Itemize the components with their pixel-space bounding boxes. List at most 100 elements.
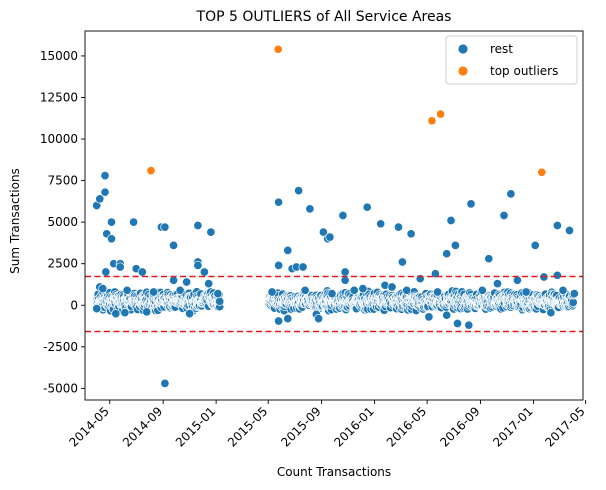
point-rest — [546, 308, 556, 318]
point-rest — [111, 309, 121, 319]
x-axis: 2014-05 2014-09 2015-01 2015-05 2015-09 2016-… — [67, 400, 588, 450]
point-rest — [129, 217, 139, 227]
point-rest — [98, 284, 108, 294]
x-tick-label: 2016-05 — [384, 404, 429, 449]
x-tick-label: 2016-09 — [437, 404, 482, 449]
point-rest — [340, 267, 350, 277]
y-tick-label: 7500 — [47, 174, 78, 188]
point-rest — [564, 225, 575, 236]
point-rest — [466, 199, 476, 209]
point-rest — [338, 210, 348, 221]
point-rest — [499, 210, 509, 221]
point-rest — [294, 186, 304, 196]
x-axis-title: Count Transactions — [277, 465, 391, 479]
point-rest — [115, 262, 125, 272]
point-rest — [100, 171, 110, 181]
point-rest-band — [215, 296, 225, 306]
point-rest — [314, 314, 324, 324]
point-rest — [149, 287, 159, 297]
point-rest — [530, 240, 540, 250]
legend: rest top outliers — [445, 35, 578, 85]
point-rest — [362, 202, 372, 212]
point-top-outlier — [427, 116, 437, 126]
point-rest — [512, 275, 522, 285]
point-rest — [318, 227, 328, 237]
point-rest — [300, 285, 310, 295]
legend-marker-top-outliers — [457, 65, 469, 77]
point-rest — [424, 312, 434, 322]
y-axis-title: Sum Transactions — [8, 168, 22, 274]
point-rest — [433, 287, 443, 297]
point-rest — [464, 320, 474, 330]
point-rest — [442, 310, 452, 320]
point-rest — [327, 289, 337, 299]
legend-marker-rest — [457, 43, 469, 55]
point-rest — [160, 222, 170, 232]
point-top-outlier — [537, 167, 547, 177]
point-rest — [484, 254, 494, 264]
point-rest — [492, 279, 503, 289]
chart-title: TOP 5 OUTLIERS of All Service Areas — [196, 9, 452, 25]
point-rest — [298, 262, 308, 272]
point-rest — [137, 267, 147, 277]
point-rest — [349, 285, 359, 295]
x-tick-label: 2017-01 — [490, 404, 535, 449]
point-rest — [100, 187, 110, 197]
point-rest — [160, 378, 170, 388]
point-rest — [175, 285, 185, 295]
point-rest — [101, 267, 111, 277]
point-rest — [442, 249, 452, 259]
point-rest — [450, 240, 460, 250]
point-rest — [406, 229, 416, 239]
point-rest — [106, 217, 117, 227]
y-tick-label: 12500 — [40, 90, 78, 104]
plot-area — [84, 30, 584, 401]
x-tick-label: 2014-09 — [120, 404, 165, 449]
point-top-outlier — [273, 44, 283, 54]
point-rest — [193, 260, 203, 270]
point-rest — [552, 220, 562, 231]
point-rest — [569, 289, 579, 299]
point-top-outlier — [436, 109, 446, 119]
y-tick-label: -5000 — [43, 381, 78, 395]
point-rest — [446, 215, 456, 226]
point-rest — [325, 232, 335, 242]
y-tick-label: 2500 — [47, 257, 78, 271]
point-rest — [506, 189, 516, 199]
x-tick-label: 2014-05 — [67, 404, 112, 449]
y-tick-label: 15000 — [40, 49, 78, 63]
point-rest — [213, 289, 223, 299]
point-rest — [267, 287, 277, 297]
y-tick-label: 5000 — [47, 215, 78, 229]
point-rest — [106, 234, 117, 244]
point-rest — [169, 240, 179, 250]
point-rest — [274, 316, 284, 326]
x-tick-label: 2015-01 — [173, 404, 218, 449]
point-rest — [402, 285, 412, 295]
y-tick-label: 0 — [70, 298, 78, 312]
point-top-outlier — [146, 166, 156, 176]
point-rest — [199, 267, 209, 277]
point-rest — [120, 308, 130, 318]
point-rest — [206, 227, 216, 237]
x-tick-label: 2015-09 — [278, 404, 323, 449]
point-rest — [122, 285, 132, 295]
plot-frame — [84, 30, 584, 401]
y-tick-label: 10000 — [40, 132, 78, 146]
point-rest — [477, 285, 487, 295]
point-rest — [558, 285, 568, 295]
point-rest — [193, 220, 203, 231]
point-rest — [95, 194, 105, 204]
point-rest — [182, 277, 192, 287]
point-rest — [452, 318, 463, 329]
point-rest — [376, 219, 386, 229]
legend-label-top-outliers: top outliers — [490, 64, 558, 78]
point-rest — [393, 222, 404, 232]
point-rest — [169, 275, 179, 285]
point-rest — [283, 245, 293, 255]
x-tick-label: 2015-05 — [225, 404, 270, 449]
legend-box — [445, 35, 578, 85]
legend-label-rest: rest — [490, 42, 513, 56]
y-axis: -5000 -2500 0 2500 5000 7500 10000 12500 15000 — [40, 49, 85, 395]
